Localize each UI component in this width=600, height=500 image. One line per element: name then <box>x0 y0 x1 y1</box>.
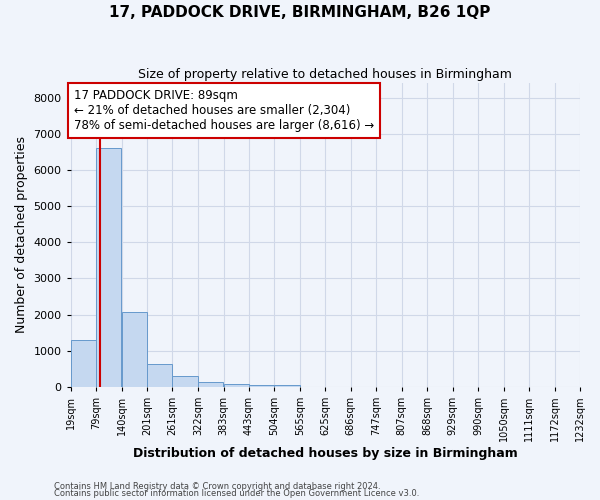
Text: 17, PADDOCK DRIVE, BIRMINGHAM, B26 1QP: 17, PADDOCK DRIVE, BIRMINGHAM, B26 1QP <box>109 5 491 20</box>
Y-axis label: Number of detached properties: Number of detached properties <box>15 136 28 334</box>
Bar <box>274 384 300 387</box>
Bar <box>198 382 223 387</box>
Bar <box>249 384 274 387</box>
Bar <box>96 148 121 387</box>
Bar <box>122 312 147 387</box>
Title: Size of property relative to detached houses in Birmingham: Size of property relative to detached ho… <box>139 68 512 80</box>
Text: 17 PADDOCK DRIVE: 89sqm
← 21% of detached houses are smaller (2,304)
78% of semi: 17 PADDOCK DRIVE: 89sqm ← 21% of detache… <box>74 88 374 132</box>
Bar <box>71 340 96 387</box>
Bar <box>224 384 248 387</box>
X-axis label: Distribution of detached houses by size in Birmingham: Distribution of detached houses by size … <box>133 447 518 460</box>
Bar <box>172 376 198 387</box>
Text: Contains HM Land Registry data © Crown copyright and database right 2024.: Contains HM Land Registry data © Crown c… <box>54 482 380 491</box>
Text: Contains public sector information licensed under the Open Government Licence v3: Contains public sector information licen… <box>54 490 419 498</box>
Bar <box>147 364 172 387</box>
